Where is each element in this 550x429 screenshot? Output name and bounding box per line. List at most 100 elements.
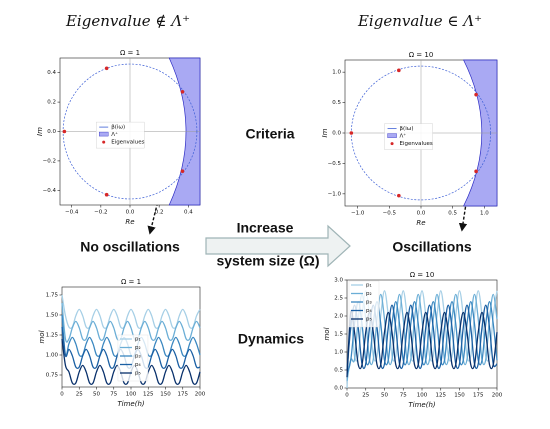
chart-title: Ω = 10 [410, 271, 435, 279]
increase-arrow [205, 224, 351, 268]
y-tick-label: 0.0 [47, 129, 56, 135]
x-tick-label: 1.0 [480, 211, 489, 217]
y-tick-label: 0.5 [332, 100, 341, 106]
arrow-label: system size (Ω) [216, 253, 319, 269]
y-tick-label: 1.0 [334, 350, 343, 356]
header: Eigenvalue ∉ Λ⁺ [65, 12, 190, 30]
y-tick-label: −1.0 [328, 191, 342, 197]
x-tick-label: 0.4 [184, 210, 193, 216]
legend-label: Λ⁺ [111, 131, 118, 138]
x-tick-label: 75 [110, 392, 117, 398]
x-axis-label: Re [416, 219, 425, 227]
x-tick-label: 25 [362, 393, 369, 399]
legend-label: p₅ [135, 371, 141, 377]
x-axis-label: Re [125, 218, 134, 226]
x-tick-label: 75 [400, 393, 407, 399]
legend-label: Eigenvalues [400, 141, 433, 147]
y-tick-label: 0.0 [332, 131, 341, 137]
y-tick-label: 3.0 [334, 278, 343, 284]
legend-label: p₄ [135, 362, 141, 368]
x-axis-label: Time(h) [408, 401, 436, 409]
eigenvalue-point [474, 169, 478, 174]
x-tick-label: 0.0 [417, 211, 426, 217]
legend-label: β(iω) [111, 125, 125, 131]
chart-title: Ω = 1 [120, 49, 140, 57]
y-tick-label: −0.5 [328, 161, 342, 167]
legend-label: p₁ [366, 283, 372, 289]
chart-title: Ω = 10 [409, 51, 434, 59]
y-axis-label: mol [323, 327, 331, 340]
x-tick-label: 150 [454, 393, 465, 399]
x-tick-label: 0.2 [155, 210, 164, 216]
legend-swatch [387, 133, 397, 138]
y-tick-label: −0.2 [43, 158, 56, 164]
y-tick-label: 1.50 [46, 313, 59, 319]
x-tick-label: 200 [492, 393, 503, 399]
y-tick-label: 1.75 [46, 293, 59, 299]
eigenvalue-point [474, 92, 478, 97]
legend-label: p₁ [135, 337, 141, 343]
y-axis-label: Im [36, 127, 44, 136]
series-line [346, 293, 498, 381]
x-tick-label: 100 [126, 392, 137, 398]
outcome-label: Oscillations [392, 239, 472, 255]
y-tick-label: 2.5 [334, 296, 343, 302]
x-tick-label: 125 [436, 393, 447, 399]
eigenvalue-point [62, 129, 67, 134]
x-tick-label: 50 [93, 392, 100, 398]
x-tick-label: 175 [473, 393, 484, 399]
eigenvalue-point [104, 66, 109, 71]
y-tick-label: 1.5 [334, 332, 343, 338]
legend-label: p₂ [135, 345, 141, 351]
legend-label: β(iω) [400, 126, 414, 132]
eigenvalue-point [180, 169, 185, 173]
y-tick-label: 1.00 [46, 353, 59, 359]
y-tick-label: 0.0 [334, 386, 343, 392]
x-tick-label: 125 [143, 392, 154, 398]
x-tick-label: 150 [160, 392, 171, 398]
eigenvalue-point [349, 131, 354, 135]
y-tick-label: 0.5 [334, 368, 343, 374]
x-tick-label: 100 [417, 393, 428, 399]
x-tick-label: 175 [178, 392, 189, 398]
x-tick-label: 50 [381, 393, 388, 399]
x-tick-label: 200 [195, 392, 206, 398]
y-tick-label: 1.0 [332, 70, 341, 76]
y-tick-label: 2.0 [334, 314, 343, 320]
legend-label: p₃ [135, 354, 141, 360]
outcome-label: No oscillations [80, 239, 180, 255]
legend-label: p₅ [366, 317, 372, 323]
legend-label: Λ⁺ [400, 133, 407, 140]
eigenvalue-point [397, 193, 401, 198]
y-tick-label: −0.4 [43, 188, 57, 194]
header: Eigenvalue ∈ Λ⁺ [357, 12, 482, 30]
x-tick-label: 0.0 [126, 210, 135, 216]
legend-swatch [102, 140, 106, 144]
legend-label: p₃ [366, 300, 372, 306]
y-axis-label: Im [321, 128, 329, 137]
y-tick-label: 0.4 [47, 70, 56, 76]
legend-label: p₄ [366, 308, 372, 314]
x-tick-label: −0.2 [94, 210, 107, 216]
legend-box [117, 334, 149, 382]
y-tick-label: 1.25 [46, 333, 59, 339]
legend-box [348, 280, 380, 328]
series-line [61, 302, 201, 343]
x-tick-label: −0.5 [383, 211, 397, 217]
legend-swatch [390, 142, 394, 146]
eigenvalue-point [397, 68, 401, 73]
x-tick-label: 0 [345, 393, 349, 399]
x-tick-label: 25 [76, 392, 83, 398]
chart-title: Ω = 1 [121, 278, 141, 286]
y-tick-label: 0.2 [47, 100, 56, 106]
row-label: Criteria [245, 126, 294, 142]
legend-swatch [98, 131, 109, 137]
legend-label: p₂ [366, 291, 372, 297]
x-tick-label: −0.4 [65, 210, 79, 216]
x-tick-label: 0.5 [448, 211, 457, 217]
row-label: Dynamics [238, 331, 304, 347]
eigenvalue-point [180, 90, 185, 94]
x-tick-label: 0 [60, 392, 64, 398]
